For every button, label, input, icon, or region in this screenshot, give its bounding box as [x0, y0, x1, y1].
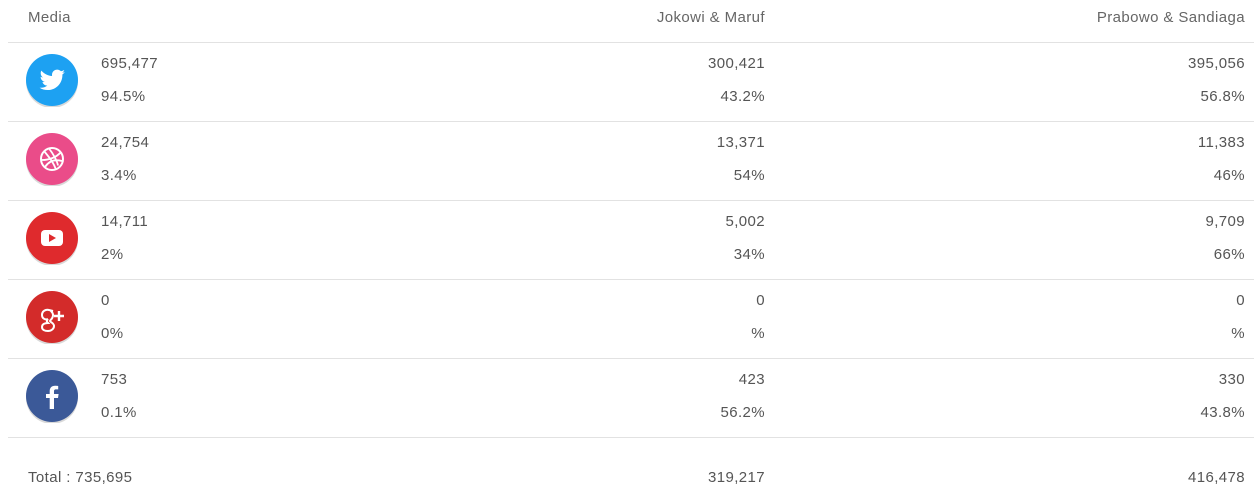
prabowo-share: 43.8% [1200, 404, 1245, 421]
media-icon [26, 54, 78, 107]
media-total: 753 [101, 371, 128, 388]
prabowo-count: 9,709 [1205, 213, 1245, 230]
jokowi-share: 34% [733, 246, 765, 263]
jokowi-count: 0 [756, 292, 765, 309]
media-share: 3.4% [101, 167, 137, 184]
jokowi-share: 43.2% [720, 88, 765, 105]
divider [8, 200, 1254, 201]
prabowo-count: 330 [1218, 371, 1245, 388]
jokowi-count: 300,421 [707, 55, 765, 72]
divider [8, 358, 1254, 359]
prabowo-share: % [1231, 325, 1245, 342]
divider [8, 279, 1254, 280]
media-icon [26, 370, 78, 423]
footer-total: Total : 735,695 [28, 469, 133, 486]
jokowi-count: 423 [738, 371, 765, 388]
jokowi-share: 54% [733, 167, 765, 184]
media-icon [26, 212, 78, 265]
media-icon [26, 291, 78, 344]
media-share: 94.5% [101, 88, 146, 105]
header-cell: Prabowo & Sandiaga [1096, 9, 1245, 26]
divider [8, 121, 1254, 122]
media-total: 24,754 [101, 134, 150, 151]
media-share: 0.1% [101, 404, 137, 421]
prabowo-count: 0 [1236, 292, 1245, 309]
footer-jokowi: 319,217 [707, 469, 765, 486]
jokowi-count: 5,002 [725, 213, 765, 230]
media-total: 0 [101, 292, 110, 309]
media-share: 0% [101, 325, 124, 342]
divider [8, 42, 1254, 43]
jokowi-count: 13,371 [716, 134, 765, 151]
divider [8, 437, 1254, 438]
prabowo-count: 395,056 [1187, 55, 1245, 72]
prabowo-share: 46% [1213, 167, 1245, 184]
header-cell: Jokowi & Maruf [656, 9, 765, 26]
prabowo-share: 66% [1213, 246, 1245, 263]
footer-prabowo: 416,478 [1187, 469, 1245, 486]
prabowo-share: 56.8% [1200, 88, 1245, 105]
header-cell: Media [28, 9, 71, 26]
media-share: 2% [101, 246, 124, 263]
jokowi-share: 56.2% [720, 404, 765, 421]
media-icon [26, 133, 78, 186]
jokowi-share: % [751, 325, 765, 342]
media-total: 14,711 [101, 213, 149, 230]
prabowo-count: 11,383 [1197, 134, 1245, 151]
media-total: 695,477 [101, 55, 159, 72]
